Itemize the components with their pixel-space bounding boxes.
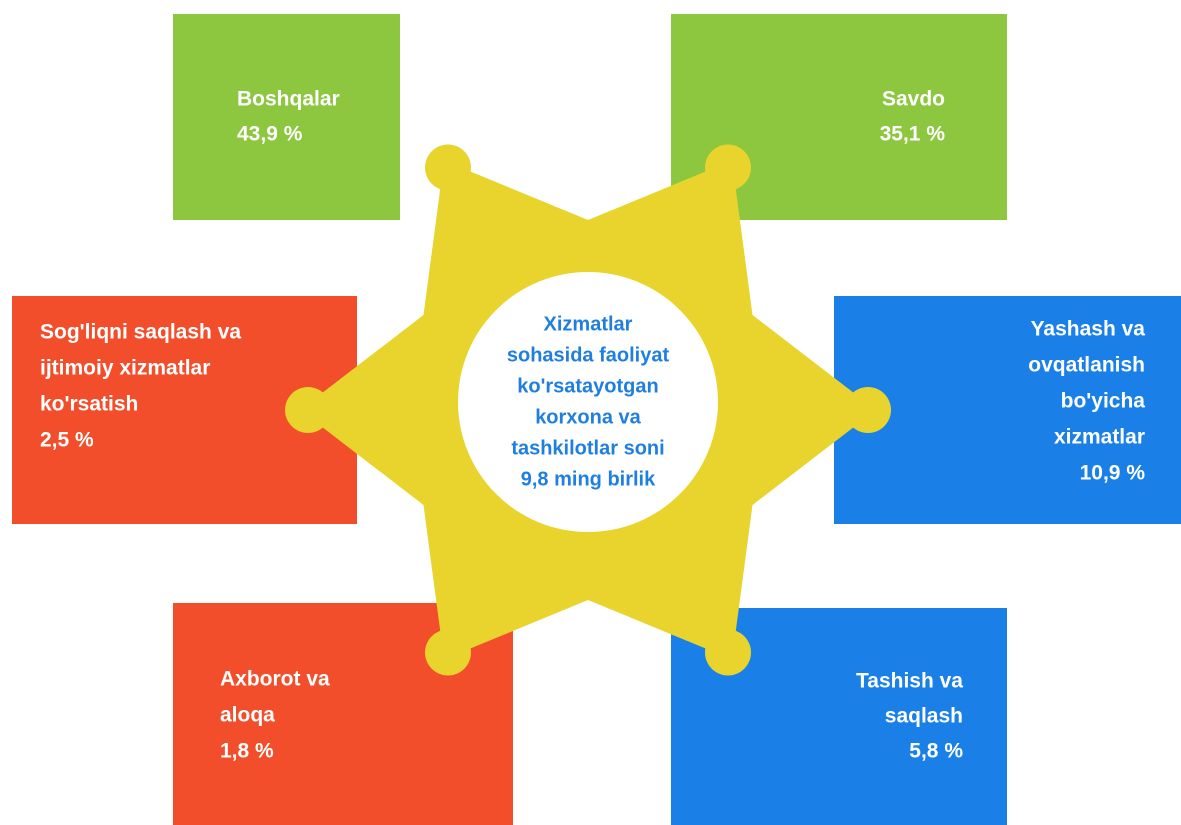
node-value: 35,1 % [880, 123, 946, 146]
center-text: 9,8 ming birlik [521, 468, 656, 490]
star-tip [425, 629, 471, 676]
node-label: Savdo [882, 88, 945, 111]
node: Sog'liqni saqlash va ijtimoiy xizmatlar ko… [12, 296, 357, 524]
node-label: bo'yicha [1061, 390, 1146, 413]
node-label: Sog'liqni saqlash va [40, 321, 241, 344]
node-box [834, 296, 1181, 524]
node-label: aloqa [220, 704, 275, 727]
star-tip [845, 387, 891, 433]
node-label: ko'rsatish [40, 393, 138, 416]
center-circle [458, 272, 718, 532]
boxes: Boshqalar 43,9 % Savdo 35,1 % Sog'liqni saql… [12, 14, 1181, 825]
node-label: Boshqalar [237, 88, 340, 111]
node-label: ijtimoiy xizmatlar [40, 357, 210, 380]
star-tip [285, 387, 331, 433]
node-label: xizmatlar [1054, 426, 1145, 449]
star: Xizmatlar sohasida faoliyat ko'rsatayotgan… [285, 144, 891, 676]
node-value: 1,8 % [220, 740, 274, 763]
node-label: Tashish va [856, 670, 963, 693]
star-tip [425, 144, 471, 191]
center-text: korxona va [535, 406, 641, 428]
star-tip [705, 629, 751, 676]
node-value: 10,9 % [1080, 462, 1146, 485]
star-tip [705, 144, 751, 191]
node: Boshqalar 43,9 % [173, 14, 400, 220]
node-label: ovqatlanish [1028, 354, 1145, 377]
center-text: tashkilotlar soni [511, 437, 664, 459]
node-label: saqlash [885, 705, 963, 728]
node: Savdo 35,1 % [671, 14, 1007, 220]
node-value: 43,9 % [237, 123, 303, 146]
center-text: sohasida faoliyat [507, 344, 670, 366]
node: Yashash va ovqatlanish bo'yicha xizmatlar 10… [834, 296, 1181, 524]
node-label: Axborot va [220, 668, 330, 691]
node-label: Yashash va [1031, 318, 1146, 341]
node-box [173, 14, 400, 220]
node-value: 5,8 % [909, 740, 963, 763]
node-value: 2,5 % [40, 429, 94, 452]
center-text: ko'rsatayotgan [517, 375, 658, 397]
center-text: Xizmatlar [544, 313, 633, 335]
